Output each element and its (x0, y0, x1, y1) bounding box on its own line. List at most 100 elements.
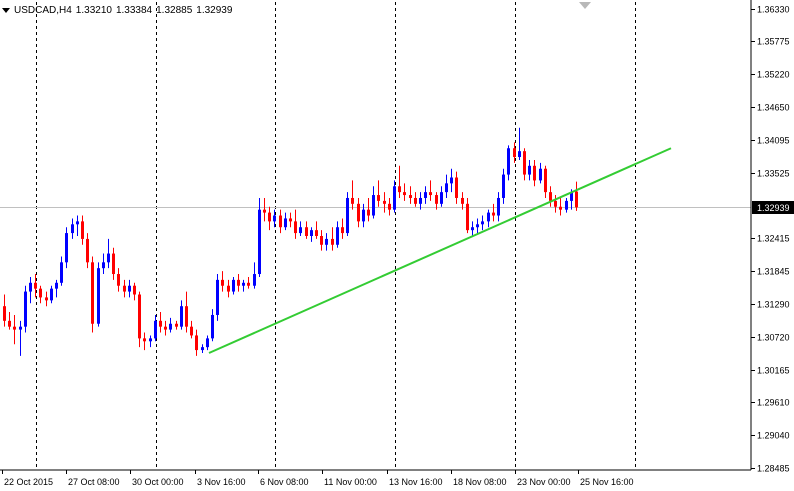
candle (24, 285, 27, 333)
chart-header: USDCAD,H4 1.33210 1.33384 1.32885 1.3293… (2, 3, 236, 17)
price-tick-label: 1.35775 (757, 37, 790, 47)
candle (123, 279, 126, 298)
candle (102, 253, 105, 275)
candle (211, 309, 214, 342)
time-tick-label: 13 Nov 16:00 (389, 477, 443, 487)
candle (71, 218, 74, 239)
candle (367, 197, 370, 222)
candle (242, 279, 245, 292)
candle (39, 285, 42, 304)
time-tick-label: 22 Oct 2015 (4, 477, 53, 487)
candle (518, 127, 521, 160)
candle (429, 180, 432, 201)
price-axis: 1.36330 1.35775 1.35220 1.34650 1.34095 1.335… (0, 0, 790, 474)
candle (523, 148, 526, 181)
candle (450, 168, 453, 193)
candle (320, 230, 323, 251)
price-tick-label: 1.36330 (757, 5, 790, 15)
candle (216, 274, 219, 321)
candle (310, 227, 313, 242)
candle (154, 314, 157, 342)
candle (195, 329, 198, 356)
candle (528, 159, 531, 181)
candle (97, 262, 100, 327)
low-price: 1.32885 (156, 4, 193, 16)
price-tick-label: 1.29040 (757, 431, 790, 441)
price-tick-label: 1.31290 (757, 300, 790, 310)
time-tick-label: 27 Oct 08:00 (68, 477, 120, 487)
candle (8, 312, 11, 330)
triangle-down-icon[interactable] (2, 7, 10, 13)
candle (539, 162, 542, 184)
candle (455, 171, 458, 204)
candle (143, 332, 146, 351)
candle (559, 197, 562, 216)
candle (315, 221, 318, 239)
candle (50, 285, 53, 304)
candle (221, 271, 224, 292)
candle (507, 145, 510, 181)
time-tick-label: 3 Nov 16:00 (197, 477, 246, 487)
candle (398, 165, 401, 198)
candle (13, 314, 16, 345)
candle (471, 221, 474, 236)
candle (81, 215, 84, 245)
candle (258, 197, 261, 277)
candle (336, 221, 339, 248)
period-separators (36, 2, 636, 470)
candle (175, 320, 178, 330)
candle (435, 192, 438, 210)
candle (502, 168, 505, 204)
candle (34, 274, 37, 298)
candle (351, 180, 354, 210)
candle (331, 227, 334, 251)
candle (466, 197, 469, 234)
candle (107, 238, 110, 269)
candle (279, 209, 282, 234)
trendline[interactable] (208, 147, 672, 354)
candle (65, 227, 68, 269)
candle (273, 209, 276, 228)
candle (393, 180, 396, 213)
time-tick-label: 11 Nov 00:00 (324, 477, 377, 487)
candle (86, 233, 89, 269)
candle (117, 268, 120, 292)
price-tick-label: 1.28485 (757, 464, 790, 474)
price-tick-label: 1.32415 (757, 234, 790, 244)
candle (164, 320, 167, 336)
current-price-tag: 1.32939 (752, 201, 794, 214)
candle (138, 291, 141, 348)
candle (268, 206, 271, 231)
price-tick-label: 1.31845 (757, 267, 790, 277)
candle (3, 294, 6, 327)
candle (461, 192, 464, 210)
time-tick-label: 18 Nov 08:00 (453, 477, 507, 487)
candle (237, 274, 240, 292)
candle (325, 233, 328, 251)
price-tick-label: 1.29610 (757, 398, 790, 408)
candle (112, 247, 115, 280)
candle (388, 197, 391, 216)
candle (565, 197, 568, 213)
candle (45, 291, 48, 307)
candle (76, 215, 79, 236)
price-tick-label: 1.30720 (757, 333, 790, 343)
time-axis: 22 Oct 2015 27 Oct 08:00 30 Oct 00:00 3 Nov… (2, 470, 634, 487)
candle (357, 197, 360, 228)
candle (419, 192, 422, 210)
candle (414, 192, 417, 207)
candle (497, 192, 500, 222)
chart-shift-marker-icon[interactable] (579, 2, 591, 9)
candle (185, 291, 188, 333)
candle (294, 209, 297, 239)
candle (305, 221, 308, 239)
candle (263, 197, 266, 222)
candle (159, 312, 162, 333)
candle (284, 212, 287, 231)
candle (289, 212, 292, 228)
candle (180, 300, 183, 330)
candle (60, 256, 63, 286)
candle (377, 180, 380, 207)
